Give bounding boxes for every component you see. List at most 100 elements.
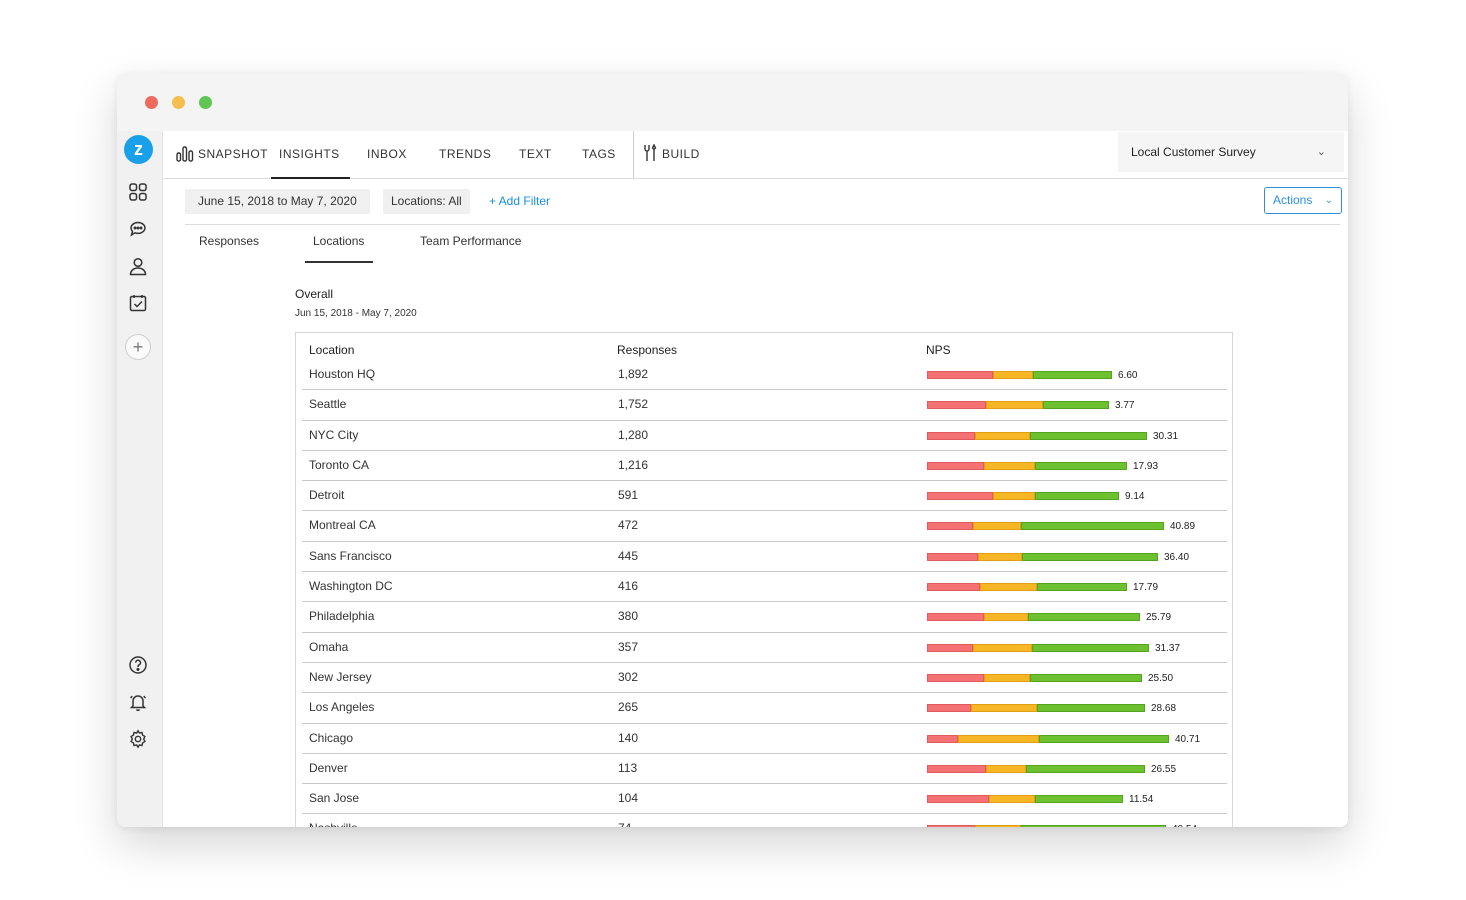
app-logo-icon[interactable]: z	[124, 135, 153, 164]
detractor-segment	[927, 552, 978, 561]
detractor-segment	[927, 734, 958, 743]
nps-score: 17.79	[1133, 582, 1159, 594]
chevron-down-icon: ⌄	[1324, 195, 1333, 206]
maximize-window-button[interactable]	[199, 96, 212, 109]
table-row[interactable]: Los Angeles 265 28.68	[302, 694, 1227, 724]
detractor-segment	[927, 461, 984, 470]
header-nps: NPS	[926, 343, 951, 357]
settings-gear-icon[interactable]	[127, 728, 149, 750]
dashboard-grid-icon[interactable]	[127, 181, 149, 203]
nav-snapshot[interactable]: SNAPSHOT	[176, 143, 268, 165]
chevron-down-icon: ⌄	[1316, 146, 1326, 158]
nav-divider	[633, 131, 634, 178]
conversations-icon[interactable]	[127, 218, 149, 240]
nav-insights[interactable]: INSIGHTS	[271, 143, 350, 179]
response-count: 380	[618, 609, 639, 624]
location-name: Detroit	[309, 488, 345, 503]
nps-score: 36.40	[1164, 551, 1190, 563]
detractor-segment	[927, 795, 989, 804]
table-row[interactable]: Chicago 140 40.71	[302, 725, 1227, 754]
location-name: New Jersey	[309, 669, 372, 684]
title-bar	[117, 73, 1348, 131]
nps-score: 40.89	[1170, 521, 1196, 533]
survey-select[interactable]: Local Customer Survey ⌄	[1118, 132, 1344, 172]
table-row[interactable]: Montreal CA 472 40.89	[302, 512, 1227, 542]
nps-bar	[927, 613, 1140, 622]
response-count: 357	[618, 639, 639, 654]
response-count: 445	[618, 548, 639, 563]
add-button[interactable]: +	[125, 334, 151, 360]
detractor-segment	[927, 643, 973, 652]
promoter-segment	[1037, 583, 1127, 592]
nps-bar	[927, 552, 1158, 561]
tab-team-performance[interactable]: Team Performance	[420, 234, 522, 248]
nps-score: 3.77	[1115, 400, 1135, 412]
nps-score: 40.71	[1175, 733, 1201, 745]
detractor-segment	[927, 492, 993, 501]
calendar-check-icon[interactable]	[127, 292, 149, 314]
survey-select-value: Local Customer Survey	[1131, 145, 1256, 159]
passive-segment	[989, 795, 1035, 804]
nps-bar	[927, 764, 1145, 773]
location-name: Toronto CA	[309, 457, 370, 472]
table-row[interactable]: Omaha 357 31.37	[302, 634, 1227, 663]
nps-bar	[927, 492, 1119, 501]
minimize-window-button[interactable]	[172, 96, 185, 109]
close-window-button[interactable]	[145, 96, 158, 109]
table-row[interactable]: Nashville 74 40.54	[302, 815, 1227, 827]
table-row[interactable]: Houston HQ 1,892 6.60	[302, 361, 1227, 391]
passive-segment	[984, 613, 1028, 622]
nps-score: 11.54	[1129, 794, 1154, 806]
promoter-segment	[1033, 371, 1112, 379]
table-row[interactable]: Seattle 1,752 3.77	[302, 391, 1227, 421]
table-row[interactable]: Philadelphia 380 25.79	[302, 603, 1227, 633]
date-range-filter[interactable]: June 15, 2018 to May 7, 2020	[185, 189, 370, 214]
nav-tags[interactable]: TAGS	[582, 147, 616, 161]
location-name: Denver	[309, 760, 348, 775]
help-icon[interactable]	[127, 654, 149, 676]
promoter-segment	[1026, 764, 1145, 773]
response-count: 104	[618, 791, 639, 806]
actions-button[interactable]: Actions ⌄	[1264, 187, 1342, 214]
detractor-segment	[927, 371, 993, 379]
nav-text[interactable]: TEXT	[519, 147, 552, 161]
nps-bar	[927, 795, 1123, 804]
table-row[interactable]: NYC City 1,280 30.31	[302, 422, 1227, 451]
response-count: 140	[618, 730, 639, 745]
table-body: Houston HQ 1,892 6.60 Seattle 1,752 3.77 NYC C…	[302, 361, 1227, 827]
table-row[interactable]: Washington DC 416 17.79	[302, 573, 1227, 603]
locations-filter[interactable]: Locations: All	[383, 189, 470, 214]
sidebar: z + J	[117, 131, 163, 827]
nav-inbox[interactable]: INBOX	[367, 147, 407, 161]
tab-locations[interactable]: Locations	[304, 234, 374, 263]
response-count: 302	[618, 669, 639, 684]
filter-bar: June 15, 2018 to May 7, 2020 Locations: …	[185, 187, 1342, 225]
top-navigation: SNAPSHOT INSIGHTS INBOX TRENDS TEXT TAGS…	[163, 131, 1348, 179]
table-row[interactable]: Detroit 591 9.14	[302, 482, 1227, 512]
nps-bar	[927, 673, 1142, 682]
response-count: 74	[618, 821, 631, 827]
table-row[interactable]: San Jose 104 11.54	[302, 785, 1227, 815]
passive-segment	[984, 673, 1030, 682]
add-filter-link[interactable]: + Add Filter	[489, 194, 551, 208]
notifications-bell-icon[interactable]	[127, 691, 149, 713]
passive-segment	[980, 583, 1037, 592]
passive-segment	[958, 734, 1039, 743]
table-row[interactable]: Sans Francisco 445 36.40	[302, 543, 1227, 573]
nav-build[interactable]: BUILD	[642, 143, 700, 165]
user-icon[interactable]	[127, 255, 149, 277]
nps-bar	[927, 461, 1127, 470]
passive-segment	[993, 371, 1033, 379]
locations-table: Location Responses NPS Houston HQ 1,892 6.…	[295, 332, 1233, 827]
table-row[interactable]: Denver 113 26.55	[302, 755, 1227, 785]
table-row[interactable]: Toronto CA 1,216 17.93	[302, 452, 1227, 482]
passive-segment	[993, 492, 1035, 501]
detractor-segment	[927, 401, 986, 410]
table-row[interactable]: New Jersey 302 25.50	[302, 664, 1227, 694]
nps-score: 9.14	[1125, 491, 1145, 503]
tab-responses[interactable]: Responses	[199, 234, 260, 248]
nav-trends[interactable]: TRENDS	[439, 147, 492, 161]
nps-bar	[927, 825, 1166, 827]
promoter-segment	[1035, 461, 1127, 470]
passive-segment	[986, 401, 1043, 410]
